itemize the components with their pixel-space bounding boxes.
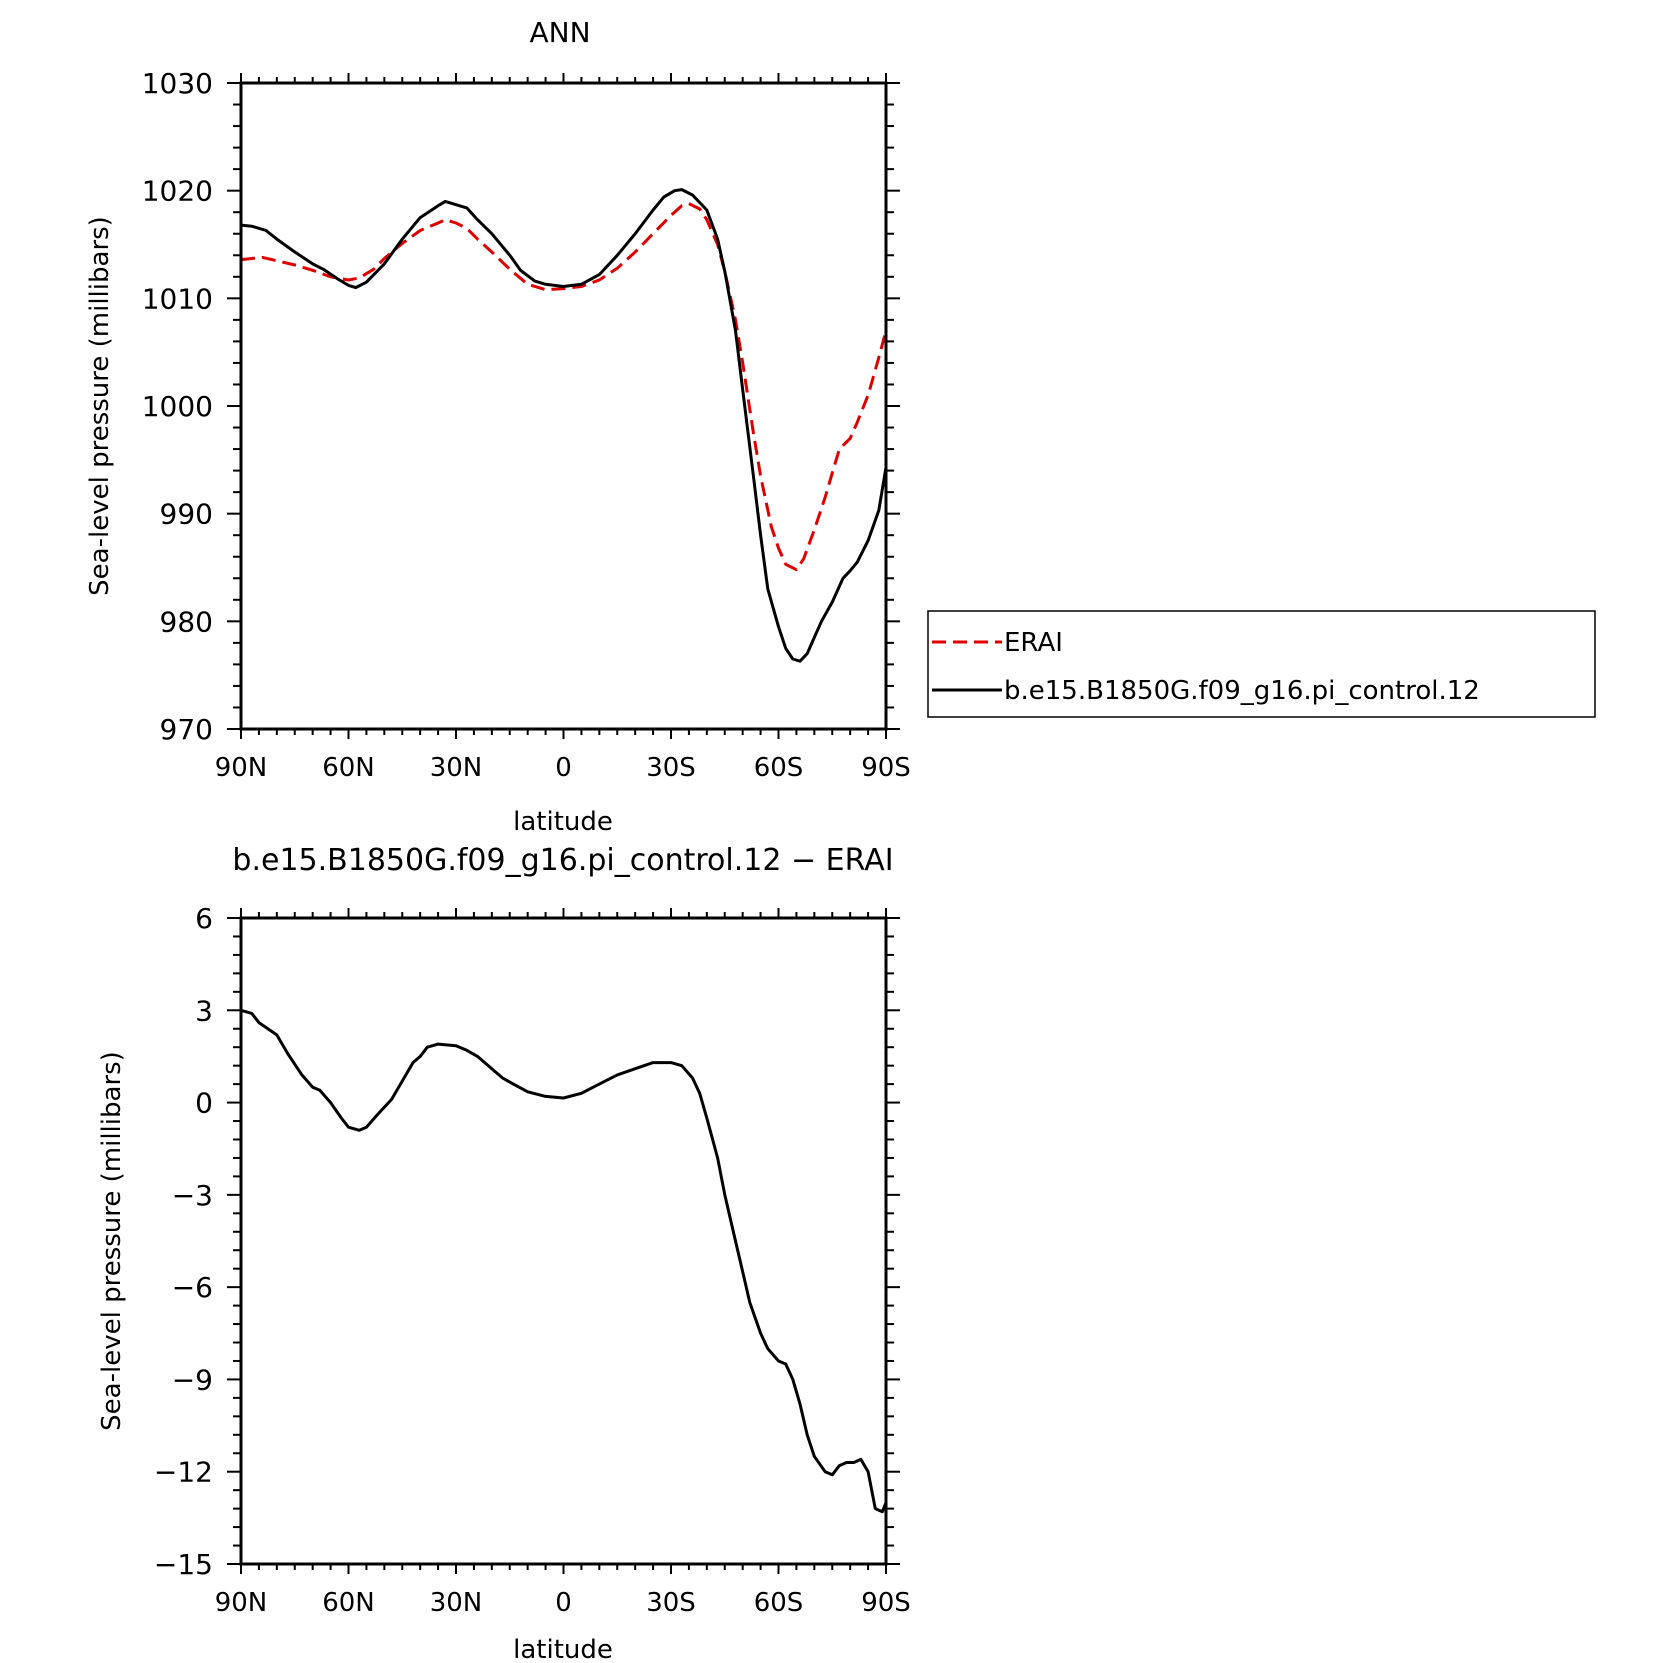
- x-tick-label: 30S: [646, 753, 696, 783]
- legend-label-model: b.e15.B1850G.f09_g16.pi_control.12: [1004, 676, 1480, 706]
- x-ticks: 90N 60N 30N 0 30S 60S 90S: [215, 908, 911, 1618]
- y-tick-label: 0: [195, 1087, 213, 1120]
- legend-label-erai: ERAI: [1004, 628, 1063, 658]
- plot-frame: [239, 81, 888, 731]
- x-tick-label: 30N: [430, 753, 483, 783]
- y-ticks: 1030 1020 1010 1000 990 980 970: [142, 67, 900, 746]
- y-tick-label: 1000: [142, 390, 213, 423]
- plot-frame: [239, 916, 888, 1566]
- y-tick-label: 980: [160, 605, 213, 638]
- panel-difference: b.e15.B1850G.f09_g16.pi_control.12 − ERA…: [97, 843, 911, 1663]
- series-line-1: [240, 202, 888, 572]
- y-tick-label: −15: [154, 1548, 213, 1581]
- y-axis-label: Sea-level pressure (millibars): [85, 216, 115, 596]
- x-tick-label: 90S: [861, 753, 911, 783]
- x-tick-label: 90N: [215, 753, 268, 783]
- x-axis-label: latitude: [513, 807, 613, 837]
- y-tick-label: 1020: [142, 175, 213, 208]
- x-tick-label: 30N: [430, 1588, 483, 1618]
- y-tick-label: −3: [172, 1179, 213, 1212]
- x-ticks: 90N 60N 30N 0 30S 60S 90S: [215, 73, 911, 783]
- line-layer: [240, 188, 888, 663]
- legend: ERAI b.e15.B1850G.f09_g16.pi_control.12: [927, 610, 1596, 718]
- x-tick-label: 0: [555, 1588, 572, 1618]
- x-tick-label: 60S: [754, 1588, 804, 1618]
- y-axis-label: Sea-level pressure (millibars): [97, 1051, 127, 1431]
- y-tick-label: −12: [154, 1456, 213, 1489]
- panel-ann: ANN 90N 60N 30N 0 30S 60S 90S 1030 1020 1010 1000…: [85, 16, 1596, 837]
- series-line-1: [240, 1008, 888, 1514]
- line-layer: [240, 1008, 888, 1514]
- x-tick-label: 0: [555, 753, 572, 783]
- y-tick-label: 6: [195, 902, 213, 935]
- chart-title: b.e15.B1850G.f09_g16.pi_control.12 − ERA…: [232, 843, 893, 878]
- y-tick-label: 3: [195, 994, 213, 1027]
- y-tick-label: 1030: [142, 67, 213, 100]
- x-tick-label: 60N: [322, 753, 375, 783]
- x-tick-label: 60S: [754, 753, 804, 783]
- y-tick-label: 990: [160, 498, 213, 531]
- legend-box: [927, 610, 1596, 718]
- x-tick-label: 90N: [215, 1588, 268, 1618]
- x-tick-label: 60N: [322, 1588, 375, 1618]
- y-tick-label: −6: [172, 1271, 213, 1304]
- y-tick-label: 970: [160, 713, 213, 746]
- x-tick-label: 90S: [861, 1588, 911, 1618]
- series-line-2: [240, 188, 888, 663]
- y-tick-label: −9: [172, 1363, 213, 1396]
- x-tick-label: 30S: [646, 1588, 696, 1618]
- y-tick-label: 1010: [142, 282, 213, 315]
- y-ticks: 6 3 0 −3 −6 −9 −12 −15: [154, 902, 900, 1581]
- chart-title: ANN: [529, 16, 590, 49]
- x-axis-label: latitude: [513, 1635, 613, 1663]
